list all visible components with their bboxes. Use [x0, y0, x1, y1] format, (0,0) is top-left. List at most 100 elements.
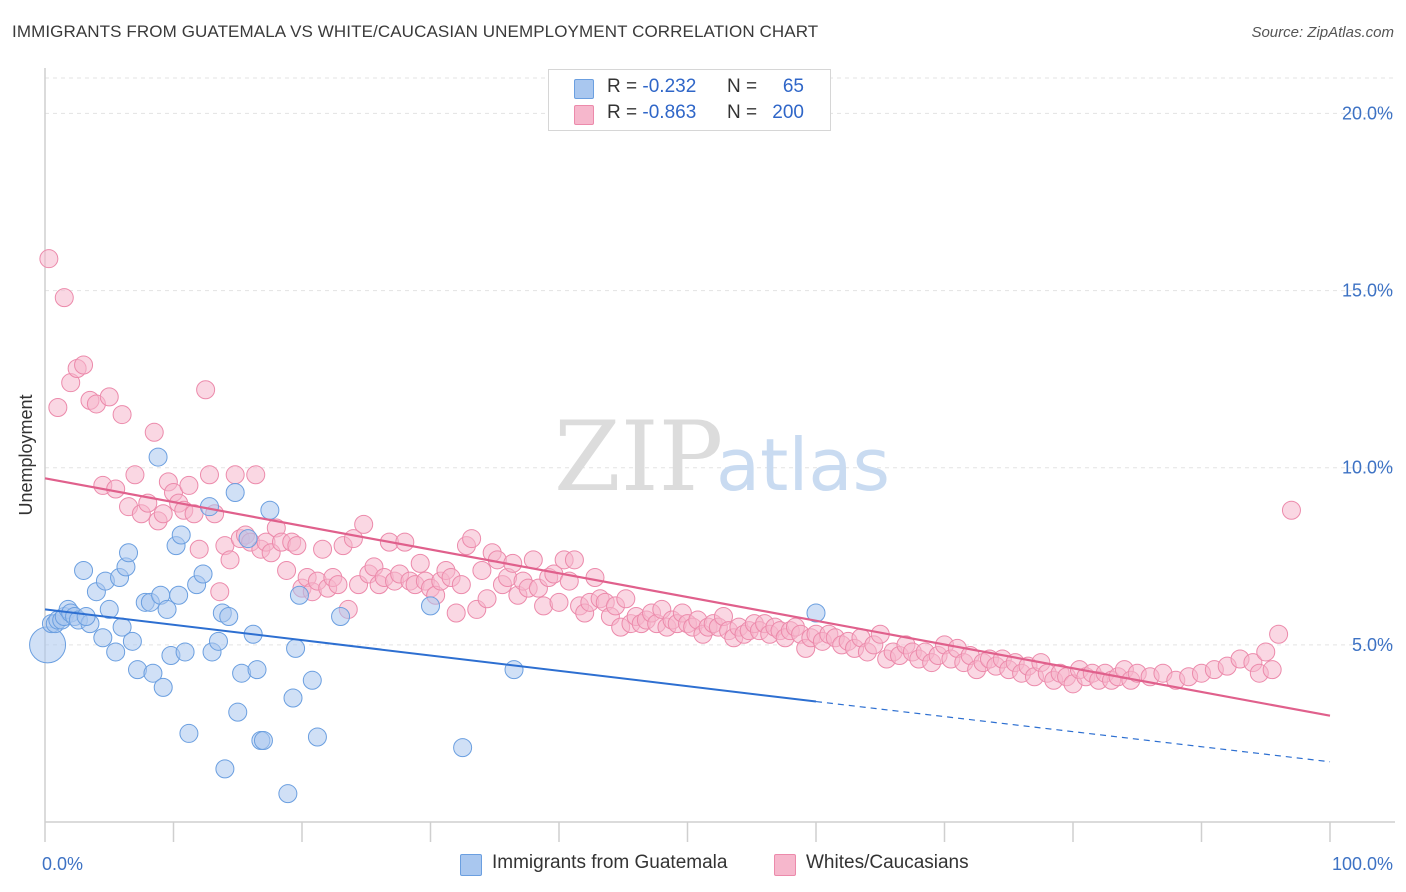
blue-point [225, 483, 245, 503]
blue-point [153, 677, 173, 697]
pink-point [196, 380, 216, 400]
legend-label-whites: Whites/Caucasians [806, 852, 969, 873]
legend-swatch-blue [574, 79, 594, 99]
pink-point [210, 582, 230, 602]
legend-r-value: -0.863 [642, 102, 697, 123]
y-tick-label: 10.0% [1342, 458, 1393, 478]
pink-trend-line [44, 477, 1331, 717]
pink-point [523, 550, 543, 570]
legend-swatch-pink [774, 854, 796, 876]
legend-n-value: 65 [782, 76, 804, 97]
pink-point [1269, 624, 1289, 644]
pink-point [246, 465, 266, 485]
watermark: ZIP atlas [554, 401, 890, 513]
pink-point [153, 504, 173, 524]
pink-point [99, 387, 119, 407]
blue-point [175, 642, 195, 662]
blue-point [208, 631, 228, 651]
blue-point [283, 688, 303, 708]
pink-point [534, 596, 554, 616]
blue-point [806, 603, 826, 623]
pink-point [48, 397, 68, 417]
trend-lines [44, 477, 1331, 763]
pink-point [277, 560, 297, 580]
pink-point [54, 288, 74, 308]
blue-point [122, 631, 142, 651]
pink-point [225, 465, 245, 485]
blue-point [193, 564, 213, 584]
legend-swatch-blue [460, 854, 482, 876]
blue-point [247, 660, 267, 680]
pink-point [1262, 660, 1282, 680]
blue-point [307, 727, 327, 747]
blue-point [302, 670, 322, 690]
blue-point [119, 543, 139, 563]
pink-point [1256, 642, 1276, 662]
y-tick-label: 5.0% [1352, 635, 1393, 655]
blue-point [260, 500, 280, 520]
blue-point [331, 607, 351, 627]
blue-trend-extension [815, 700, 1331, 763]
x-tick-label: 0.0% [42, 854, 83, 874]
blue-trend-line [44, 608, 817, 703]
y-tick-label: 15.0% [1342, 281, 1393, 301]
pink-point [74, 355, 94, 375]
x-tick-label: 100.0% [1332, 854, 1393, 874]
legend-n-label: N = [727, 102, 758, 123]
pink-point [451, 575, 471, 595]
pink-point [287, 536, 307, 556]
blue-point [219, 607, 239, 627]
legend-label-guatemala: Immigrants from Guatemala [492, 852, 728, 873]
blue-point [74, 560, 94, 580]
chart-source: Source: ZipAtlas.com [1251, 24, 1394, 41]
pink-point [354, 514, 374, 534]
blue-point [93, 628, 113, 648]
blue-point [253, 731, 273, 751]
legend-r-value: -0.232 [642, 76, 697, 97]
blue-point [286, 638, 306, 658]
blue-point [453, 738, 473, 758]
blue-point [157, 599, 177, 619]
blue-point [99, 599, 119, 619]
pink-point [189, 539, 209, 559]
pink-point [39, 249, 59, 269]
correlation-legend: R = -0.232 N = 65 R = -0.863 N = 200 [548, 69, 831, 131]
blue-point [421, 596, 440, 616]
pink-point [395, 532, 415, 552]
pink-point [564, 550, 584, 570]
legend-r-label: R = [607, 102, 638, 123]
blue-point [289, 585, 309, 605]
blue-point [169, 585, 189, 605]
axes [44, 68, 1395, 842]
blue-point [238, 529, 258, 549]
grid-lines [45, 77, 1395, 646]
blue-point [143, 663, 163, 683]
blue-point [179, 723, 199, 743]
pink-point [313, 539, 333, 559]
pink-point [199, 465, 219, 485]
y-axis-label: Unemployment [16, 394, 36, 516]
pink-point [112, 405, 132, 425]
blue-point [171, 525, 191, 545]
pink-point [549, 592, 569, 612]
series-legend: Immigrants from Guatemala Whites/Caucasi… [0, 852, 1406, 878]
pink-point [585, 568, 605, 588]
watermark-zip: ZIP [554, 401, 723, 513]
blue-point [504, 660, 524, 680]
pink-point [220, 550, 240, 570]
pink-point [446, 603, 466, 623]
pink-point [144, 422, 164, 442]
pink-point [462, 529, 482, 549]
legend-r-label: R = [607, 76, 638, 97]
pink-point [477, 589, 497, 609]
blue-point [76, 607, 96, 627]
pink-point [125, 465, 145, 485]
pink-point [472, 560, 492, 580]
legend-n-label: N = [727, 76, 758, 97]
blue-point [232, 663, 252, 683]
blue-point [215, 759, 235, 779]
blue-point [278, 784, 298, 804]
blue-point [148, 447, 168, 467]
chart-title: IMMIGRANTS FROM GUATEMALA VS WHITE/CAUCA… [12, 22, 819, 41]
y-tick-label: 20.0% [1342, 103, 1393, 123]
